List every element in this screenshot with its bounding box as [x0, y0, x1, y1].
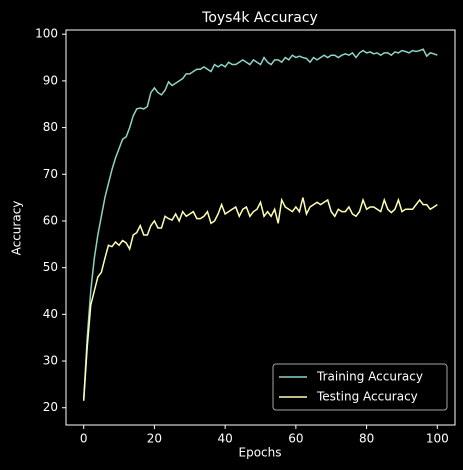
legend-label: Training Accuracy	[316, 370, 423, 384]
x-tick-label: 100	[426, 432, 449, 446]
y-tick-label: 50	[43, 260, 58, 274]
y-tick-label: 40	[43, 307, 58, 321]
x-tick-label: 20	[147, 432, 162, 446]
x-tick-label: 40	[217, 432, 232, 446]
x-axis-label: Epochs	[239, 446, 282, 460]
y-tick-label: 80	[43, 120, 58, 134]
y-tick-label: 100	[35, 27, 58, 41]
line-series	[82, 197, 438, 401]
legend-label: Testing Accuracy	[316, 390, 418, 404]
y-tick-label: 90	[43, 73, 58, 87]
y-tick-label: 30	[43, 354, 58, 368]
y-tick-label: 20	[43, 400, 58, 414]
y-tick-label: 70	[43, 167, 58, 181]
y-tick-label: 60	[43, 213, 58, 227]
x-tick-label: 0	[80, 432, 88, 446]
legend-box	[272, 363, 448, 411]
x-tick-label: 80	[359, 432, 374, 446]
plot-frame	[65, 29, 456, 426]
line-series	[82, 48, 438, 401]
chart-title: Toys4k Accuracy	[201, 10, 318, 26]
x-tick-label: 60	[288, 432, 303, 446]
y-axis-label: Accuracy	[10, 201, 24, 256]
